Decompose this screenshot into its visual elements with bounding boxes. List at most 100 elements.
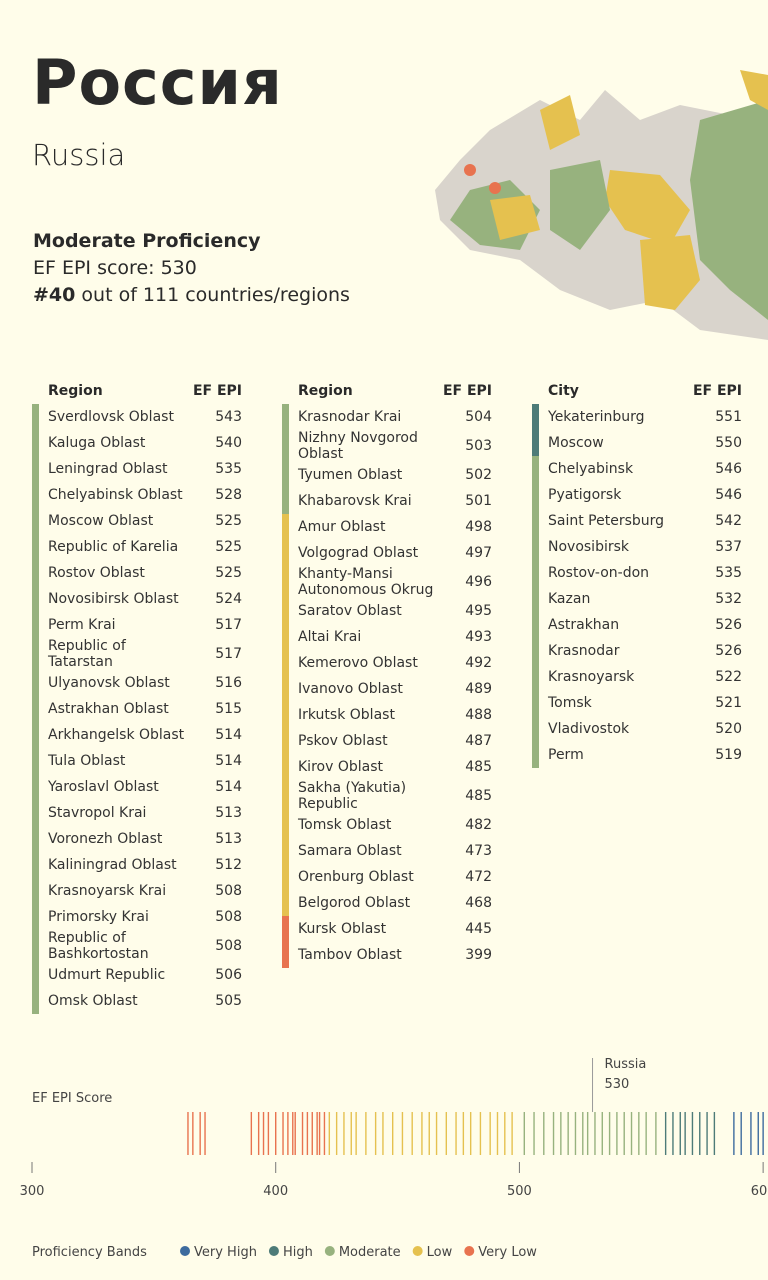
band-bar [32,612,39,638]
row-name: Kemerovo Oblast [298,655,418,671]
band-bar [282,514,289,540]
row-score: 501 [465,493,492,509]
map-region [490,195,540,240]
map-region [740,70,768,110]
header-cell: EF EPI [692,383,742,399]
row-name: Tomsk Oblast [298,817,392,833]
table-row: Kaluga Oblast 540 [32,430,242,456]
table-row: Republic of Karelia 525 [32,534,242,560]
row-name: Tula Oblast [48,753,126,769]
row-name: Novosibirsk [548,539,630,555]
table-row: Yekaterinburg 551 [532,404,742,430]
row-score: 472 [465,869,492,885]
legend-label: Very High [194,1245,257,1260]
table-row: Tomsk 521 [532,690,742,716]
legend-dot [180,1246,190,1256]
band-bar [282,566,289,598]
row-name: Tomsk [548,695,592,711]
table-row: Krasnoyarsk Krai 508 [32,878,242,904]
row-score: 519 [715,747,742,763]
row-name: Voronezh Oblast [48,831,163,847]
table-row: Samara Oblast 473 [282,838,492,864]
band-bar [282,812,289,838]
legend-label: High [283,1245,313,1260]
row-score: 505 [215,993,242,1009]
header-cell: Region [48,383,103,399]
table-row: Rostov Oblast 525 [32,560,242,586]
legend-title: Proficiency Bands [32,1245,147,1260]
row-name: Irkutsk Oblast [298,707,395,723]
row-score: 495 [465,603,492,619]
row-name: Amur Oblast [298,519,386,535]
row-name: Nizhny Novgorod Oblast [298,430,418,462]
band-bar [532,534,539,560]
legend-dot [268,1246,279,1256]
row-score: 517 [215,646,242,662]
row-score: 489 [465,681,492,697]
row-name: Krasnoyarsk Krai [48,883,167,899]
band-bar [282,540,289,566]
row-score: 504 [465,409,492,425]
header-cell: Region [298,383,353,399]
row-name: Chelyabinsk Oblast [48,487,183,503]
row-name: Krasnodar Krai [298,409,402,425]
row-score: 502 [465,467,492,483]
row-score: 520 [715,721,742,737]
row-score: 517 [215,617,242,633]
band-bar [282,676,289,702]
table-row: Perm 519 [532,742,742,768]
row-score: 522 [715,669,742,685]
row-score: 514 [215,779,242,795]
row-name: Kursk Oblast [298,921,387,937]
row-score: 506 [215,967,242,983]
band-bar [32,586,39,612]
legend-dot [464,1246,475,1256]
legend-dot [324,1246,335,1256]
legend-label: Moderate [339,1245,401,1260]
table-row: Kursk Oblast 445 [282,916,492,942]
row-score: 532 [715,591,742,607]
row-name: Moscow Oblast [48,513,154,529]
row-score: 525 [215,513,242,529]
table: Region EF EPI Sverdlovsk Oblast 543 Kaluga O… [32,382,242,1014]
band-bar [532,612,539,638]
band-bar [282,462,289,488]
row-score: 546 [715,487,742,503]
map-region [489,182,501,194]
table: City EF EPI Yekaterinburg 551 Moscow 550 Chely… [532,382,742,768]
row-name: Arkhangelsk Oblast [48,727,185,743]
band-bar [32,904,39,930]
table-row: Udmurt Republic 506 [32,962,242,988]
row-score: 528 [215,487,242,503]
table-row: Kazan 532 [532,586,742,612]
row-name: Republic of Karelia [48,539,179,555]
header-cell: EF EPI [192,383,242,399]
band-bar [282,488,289,514]
map-region [605,170,690,245]
strip-chart: EF EPI Score 300 400 500 600 Russia 530 Profici… [20,1057,768,1260]
table-row: Khanty-Mansi Autonomous Okrug 496 [282,566,492,598]
row-name: Saratov Oblast [298,603,402,619]
row-score: 485 [465,788,492,804]
band-bar [532,456,539,482]
band-bar [282,624,289,650]
row-name: Belgorod Oblast [298,895,411,911]
map-region [464,164,476,176]
row-name: Ulyanovsk Oblast [48,675,170,691]
row-score: 535 [715,565,742,581]
row-name: Republic of Tatarstan [48,638,126,670]
table-row: Astrakhan 526 [532,612,742,638]
legend-label: Very Low [478,1245,537,1260]
table-row: Belgorod Oblast 468 [282,890,492,916]
band-bar [532,716,539,742]
row-name: Khanty-Mansi Autonomous Okrug [298,566,434,598]
row-score: 550 [715,435,742,451]
table-row: Leningrad Oblast 535 [32,456,242,482]
band-bar [532,664,539,690]
table-row: Krasnodar 526 [532,638,742,664]
band-bar [32,638,39,670]
row-score: 524 [215,591,242,607]
marker-value: 530 [605,1077,630,1092]
row-name: Astrakhan Oblast [48,701,169,717]
